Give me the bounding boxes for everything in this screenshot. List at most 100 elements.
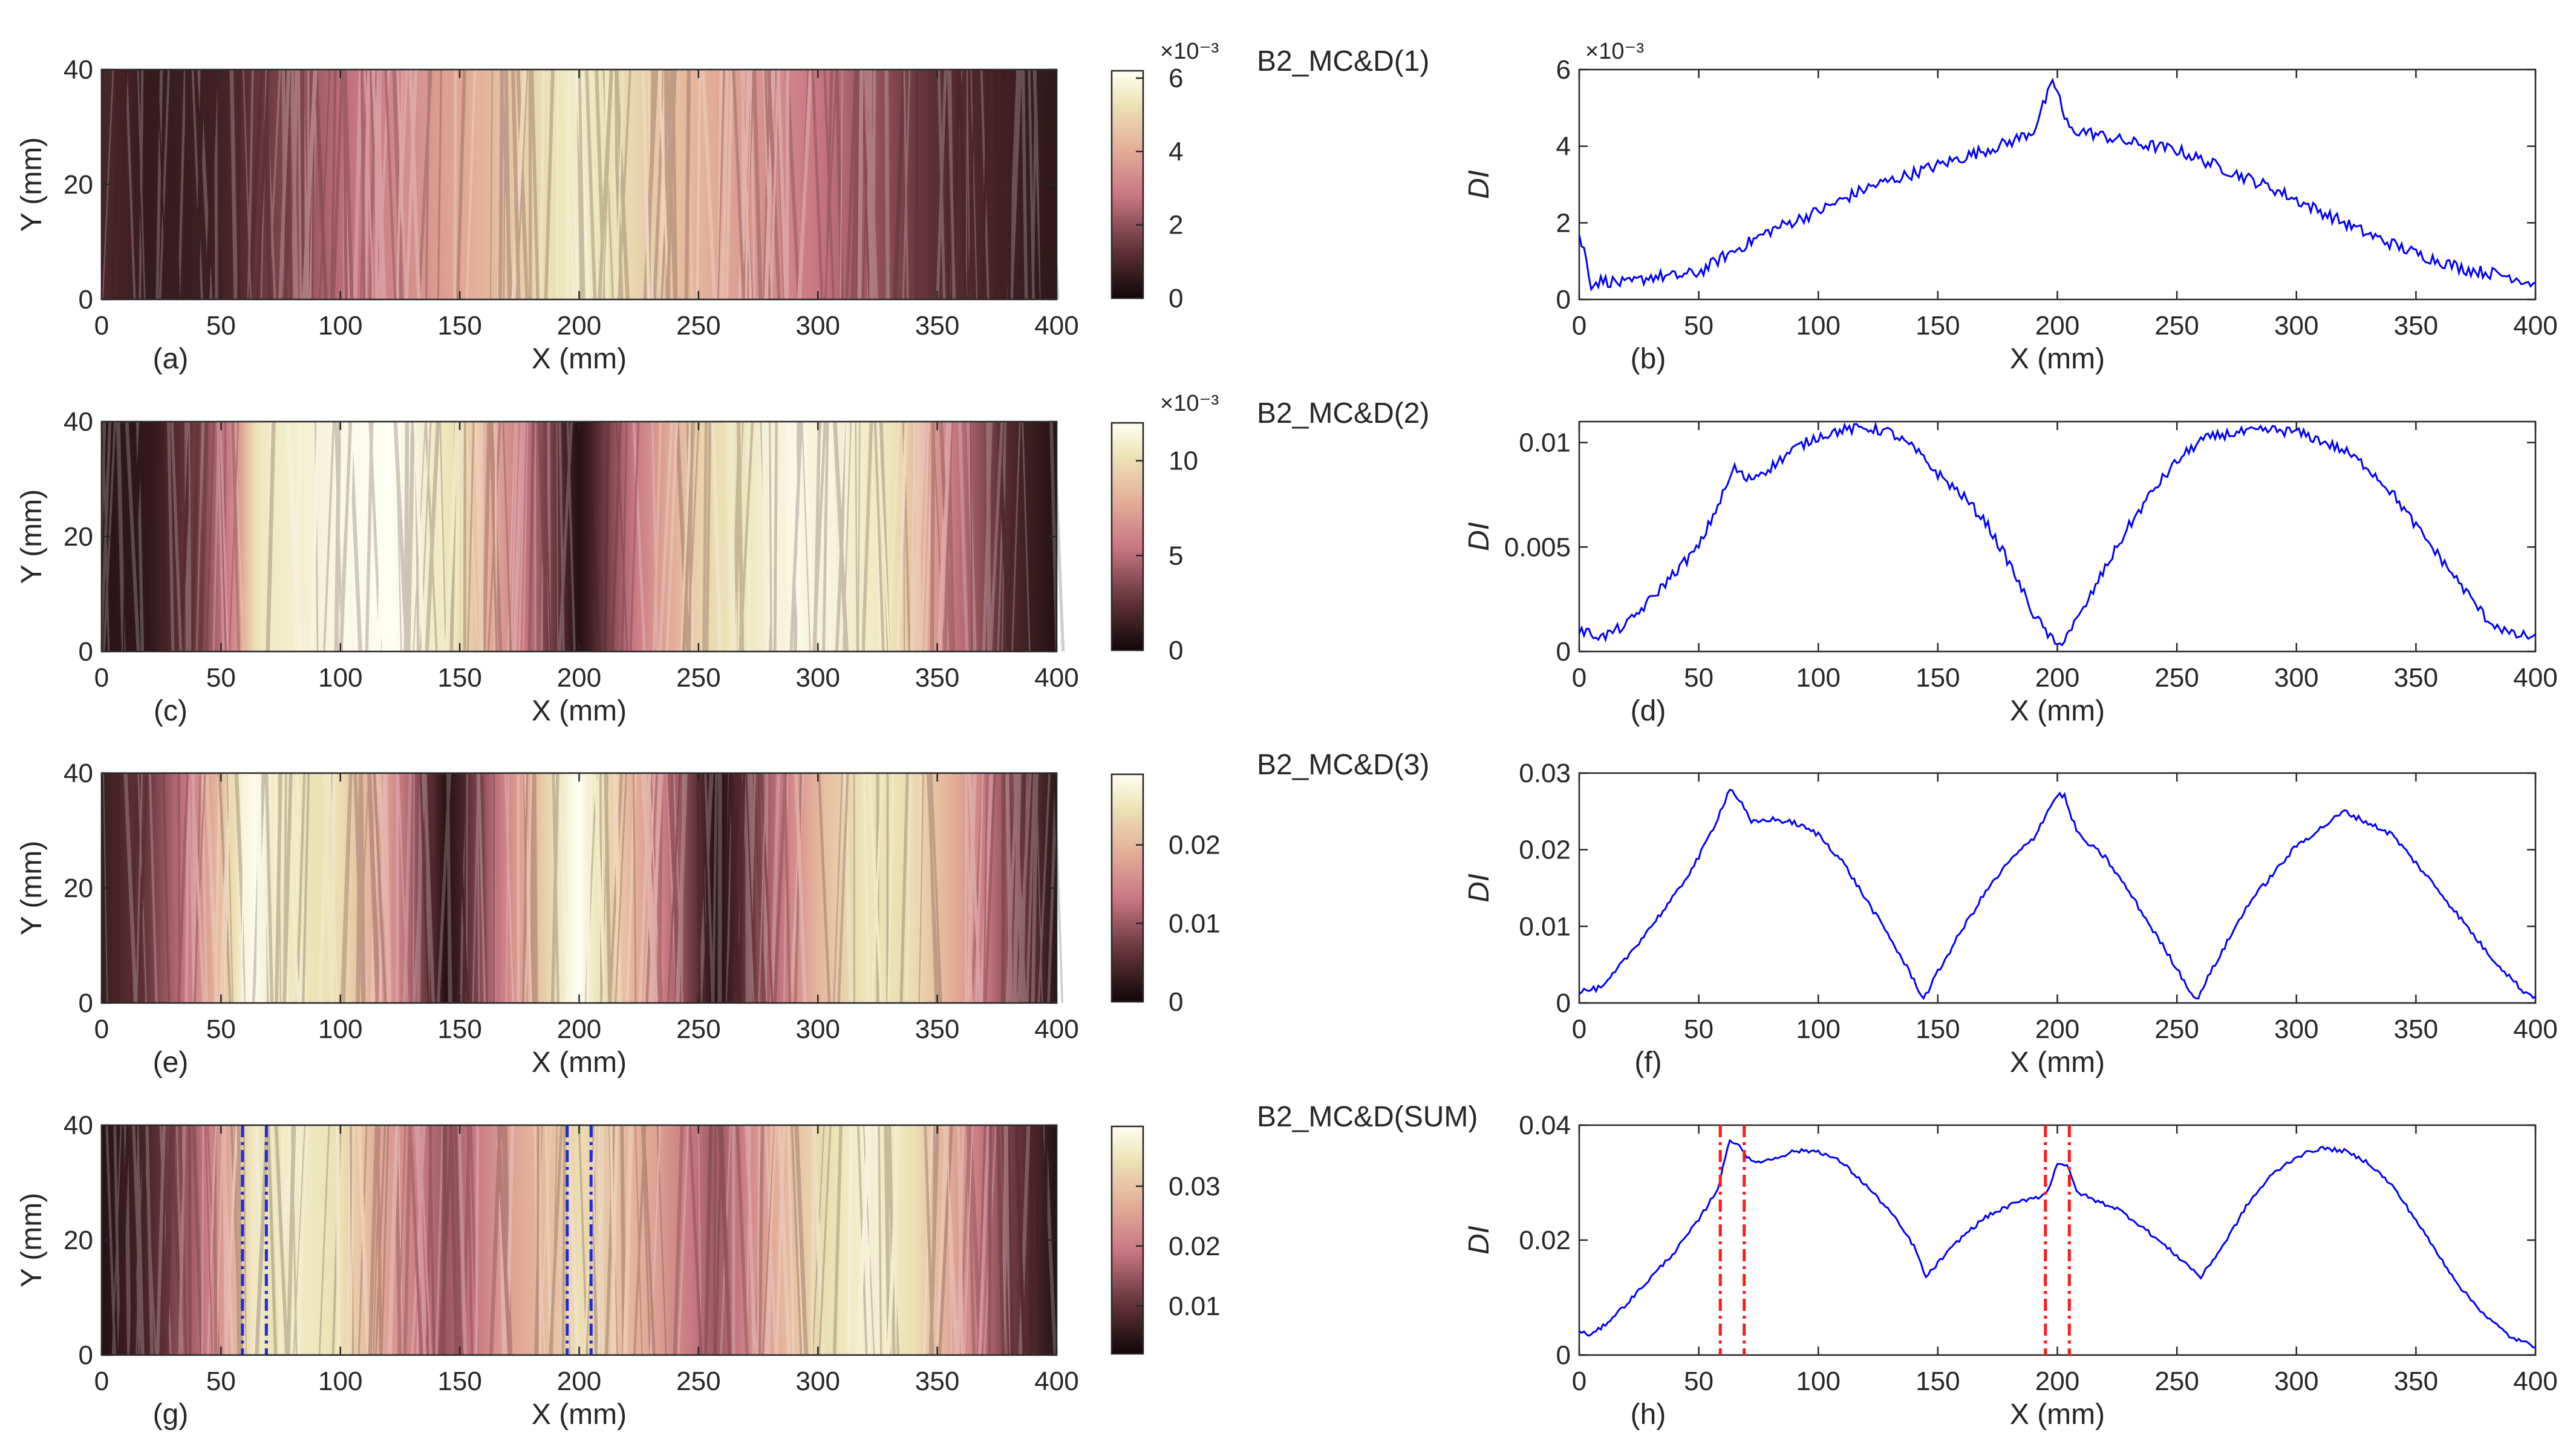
heatmap-texture: [102, 772, 1064, 1004]
texture-streak: [730, 421, 744, 652]
texture-streak: [658, 421, 674, 652]
texture-streak: [747, 69, 751, 300]
y-tick-label: 0: [79, 988, 93, 1018]
texture-streak: [311, 69, 315, 300]
colorbar-tick-label: 0.01: [1169, 1292, 1221, 1321]
y-tick-label: 0.04: [1519, 1111, 1571, 1140]
texture-streak: [833, 772, 843, 1004]
texture-streak: [600, 69, 615, 300]
texture-streak: [873, 421, 882, 652]
texture-streak: [993, 69, 1004, 300]
y-tick-label: 20: [64, 1226, 93, 1255]
series-line: [1578, 421, 2536, 647]
texture-streak: [287, 1125, 293, 1356]
texture-streak: [184, 69, 189, 300]
texture-streak: [943, 421, 953, 652]
texture-streak: [291, 1125, 298, 1356]
x-tick-label: 400: [1034, 1367, 1078, 1396]
texture-streak: [775, 69, 787, 300]
texture-streak: [135, 421, 145, 652]
texture-streak: [128, 421, 143, 652]
panel-e: 0 50 100 150 200 250 300 350 400 0 20 40 X (mm) Y (mm…: [16, 759, 1221, 1079]
texture-streak: [1028, 772, 1039, 1004]
x-tick-label: 300: [2274, 311, 2318, 341]
texture-streak: [983, 1125, 997, 1356]
texture-streak: [136, 772, 149, 1004]
texture-streak: [696, 772, 701, 1004]
texture-streak: [523, 421, 529, 652]
texture-streak: [1005, 421, 1019, 652]
texture-streak: [979, 772, 994, 1004]
y-tick-label: 2: [1556, 208, 1571, 238]
texture-streak: [308, 69, 318, 300]
texture-streak: [702, 421, 708, 652]
texture-streak: [195, 421, 204, 652]
texture-streak: [584, 1125, 598, 1356]
texture-streak: [642, 1125, 656, 1356]
texture-streak: [774, 421, 781, 652]
texture-streak: [887, 772, 895, 1004]
texture-streak: [342, 69, 347, 300]
texture-streak: [449, 1125, 459, 1356]
texture-streak: [1020, 69, 1035, 300]
texture-streak: [667, 69, 673, 300]
texture-streak: [564, 421, 570, 652]
texture-streak: [797, 69, 810, 300]
texture-streak: [812, 421, 827, 652]
texture-streak: [634, 1125, 643, 1356]
texture-streak: [680, 421, 693, 652]
texture-streak: [204, 1125, 214, 1356]
x-tick-label: 200: [2035, 663, 2079, 693]
texture-streak: [944, 69, 950, 300]
texture-streak: [498, 69, 504, 300]
texture-streak: [353, 772, 365, 1004]
texture-streak: [135, 1125, 143, 1356]
texture-streak: [360, 69, 368, 300]
texture-streak: [1037, 772, 1051, 1004]
texture-streak: [179, 1125, 187, 1356]
texture-streak: [123, 772, 138, 1004]
texture-streak: [604, 421, 610, 652]
texture-streak: [660, 69, 674, 300]
texture-streak: [982, 421, 993, 652]
texture-streak: [405, 69, 418, 300]
texture-streak: [794, 772, 803, 1004]
texture-streak: [665, 69, 677, 300]
panel-d: 0 50 100 150 200 250 300 350 400 0 0.005 0.01 X (mm)…: [1257, 397, 2558, 727]
y-tick-label: 0.01: [1519, 428, 1571, 458]
texture-streak: [435, 1125, 444, 1356]
texture-streak: [411, 1125, 426, 1356]
texture-streak: [237, 69, 242, 300]
texture-streak: [279, 772, 289, 1004]
texture-streak: [984, 772, 996, 1004]
texture-streak: [801, 421, 817, 652]
texture-streak: [312, 421, 320, 652]
texture-streak: [243, 69, 252, 300]
texture-streak: [352, 421, 356, 652]
texture-streak: [190, 421, 199, 652]
texture-streak: [259, 772, 272, 1004]
texture-streak: [380, 421, 396, 652]
texture-streak: [143, 1125, 157, 1356]
texture-streak: [260, 69, 267, 300]
colorbar-tick-label: 0: [1169, 987, 1183, 1017]
x-tick-label: 350: [2394, 1367, 2438, 1396]
panel-g: 0 50 100 150 200 250 300 350 400 0 20 40 X (mm) Y (mm…: [16, 1111, 1221, 1431]
texture-streak: [278, 69, 291, 300]
texture-streak: [543, 421, 547, 652]
texture-streak: [964, 1125, 973, 1356]
texture-streak: [613, 69, 616, 300]
texture-streak: [1001, 1125, 1009, 1356]
texture-streak: [924, 1125, 934, 1356]
texture-streak: [258, 772, 262, 1004]
x-tick-label: 350: [2394, 1014, 2438, 1044]
texture-streak: [260, 772, 269, 1004]
colorbar-tick-label: 2: [1169, 211, 1183, 240]
texture-streak: [455, 69, 466, 300]
texture-streak: [712, 772, 718, 1004]
row-title: B2_MC&D(3): [1257, 749, 1429, 781]
texture-streak: [610, 1125, 619, 1356]
colorbar-tick-label: 4: [1169, 137, 1183, 166]
texture-streak: [729, 421, 735, 652]
texture-streak: [374, 1125, 386, 1356]
